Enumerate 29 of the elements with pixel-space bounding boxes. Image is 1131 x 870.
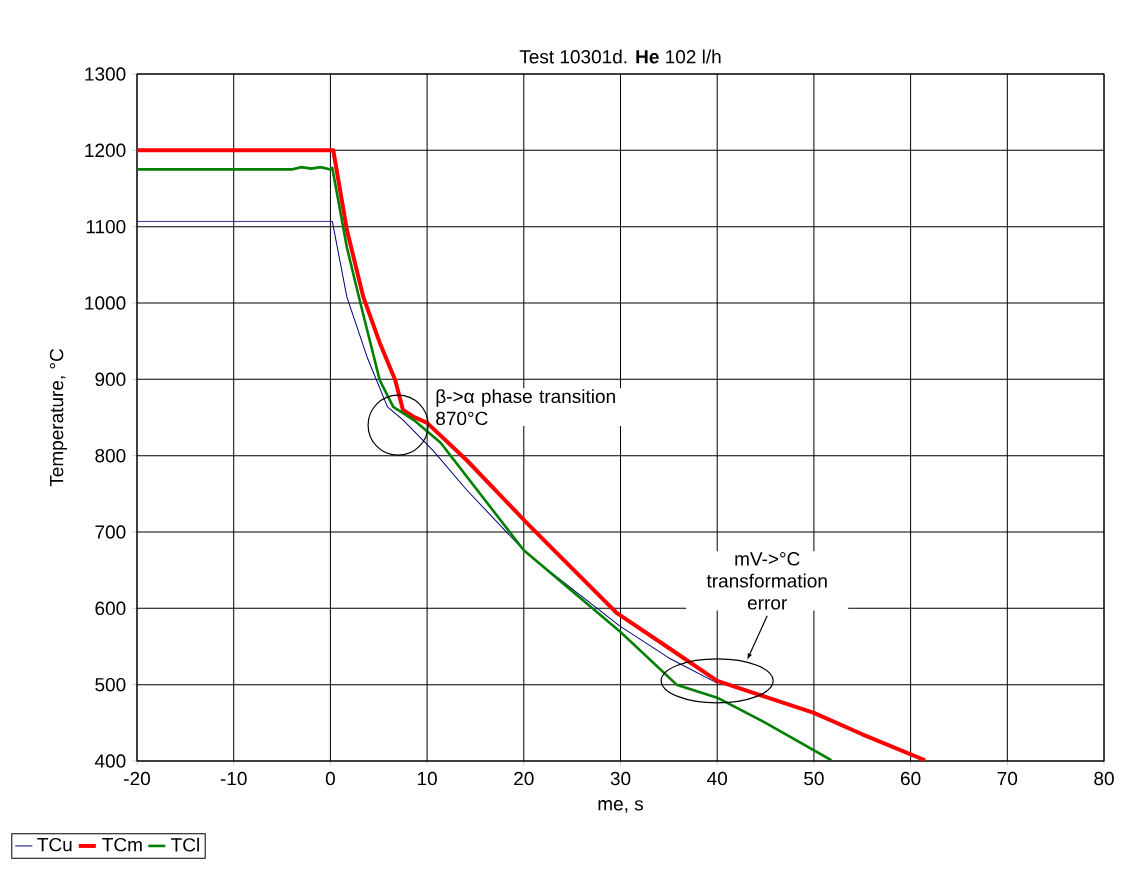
x-axis-title: me, s bbox=[598, 800, 644, 813]
annotation: β->α phase transition 870°C bbox=[436, 389, 615, 426]
y-axis-title: Temperature, °C bbox=[49, 348, 68, 487]
legend-label: TCm bbox=[102, 837, 142, 852]
y-tick-label: 700 bbox=[95, 525, 126, 539]
x-tick-label: 40 bbox=[707, 771, 728, 786]
annotation: mV->°C transformation error bbox=[706, 552, 827, 610]
legend-label: TCl bbox=[171, 837, 199, 852]
x-tick-label: 0 bbox=[325, 771, 335, 786]
x-tick-label: 20 bbox=[514, 771, 534, 786]
x-tick-label: 30 bbox=[610, 771, 631, 786]
y-tick-label: 1200 bbox=[85, 143, 126, 158]
x-tick-label: 80 bbox=[1094, 771, 1114, 786]
y-tick-label: 1300 bbox=[85, 67, 126, 81]
x-tick-label: 10 bbox=[417, 771, 437, 786]
y-tick-label: 1000 bbox=[85, 296, 126, 310]
y-tick-label: 600 bbox=[95, 601, 126, 616]
y-tick-label: 400 bbox=[94, 754, 126, 768]
y-tick-label: 1100 bbox=[86, 219, 126, 234]
x-tick-label: -20 bbox=[124, 771, 150, 786]
chart-title: Test 10301d. He 102 l/h bbox=[519, 49, 721, 64]
x-tick-label: 50 bbox=[804, 771, 824, 786]
y-tick-label: 900 bbox=[95, 372, 126, 387]
x-tick-label: 70 bbox=[997, 771, 1018, 786]
y-tick-label: 500 bbox=[95, 677, 126, 692]
y-tick-label: 800 bbox=[95, 448, 126, 463]
legend-label: TCu bbox=[37, 837, 72, 852]
x-tick-label: 60 bbox=[901, 771, 921, 786]
x-tick-label: -10 bbox=[220, 771, 247, 786]
